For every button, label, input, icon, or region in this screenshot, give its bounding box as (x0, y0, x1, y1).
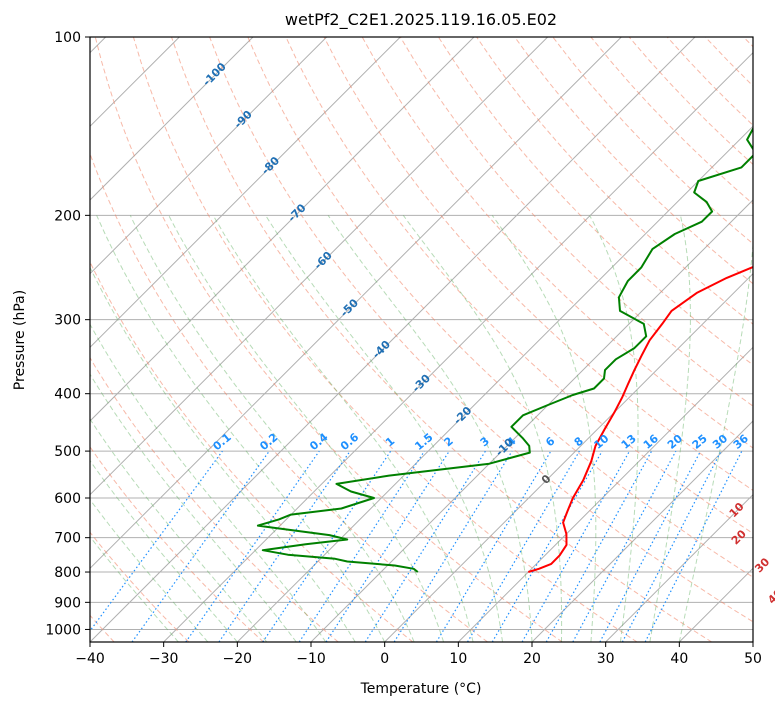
y-tick-label: 700 (54, 531, 81, 547)
sounding-lines (256, 126, 753, 573)
moist-adiabat (90, 498, 209, 642)
isotherm-line (90, 37, 401, 349)
isotherm-line (90, 37, 475, 422)
dry-adiabat (247, 37, 753, 578)
isotherm-line (605, 493, 753, 642)
dewpoint-line (256, 126, 753, 573)
isotherm-line (90, 37, 328, 275)
moist-adiabat (678, 238, 753, 642)
y-tick-label: 800 (54, 565, 81, 581)
moist-adiabat (90, 266, 356, 642)
y-tick-label: 900 (54, 595, 81, 611)
moist-adiabat (90, 373, 297, 642)
y-tick-label: 200 (54, 208, 81, 224)
isotherm-line (384, 272, 753, 642)
mixing-ratio-line (466, 450, 580, 642)
x-tick-label: 0 (380, 651, 389, 667)
y-axis-label: Pressure (hPa) (12, 290, 28, 390)
dry-adiabat (399, 37, 753, 407)
temperature-line (528, 266, 753, 573)
mixing-ratio-line (572, 450, 677, 642)
moist-adiabat (491, 215, 597, 642)
dry-adiabat (209, 37, 753, 623)
x-tick-label: −30 (149, 651, 179, 667)
x-tick-label: 50 (744, 651, 762, 667)
dry-adiabat (90, 531, 190, 642)
x-tick-label: 20 (523, 651, 541, 667)
x-tick-label: −10 (296, 651, 326, 667)
mixing-ratio-line (185, 450, 320, 642)
plot-frame (89, 36, 754, 643)
mixing-ratio-line (218, 450, 351, 642)
x-tick-label: 40 (670, 651, 688, 667)
moist-adiabat (90, 459, 238, 642)
moist-adiabat (589, 215, 639, 642)
isotherm-line (163, 51, 753, 642)
moist-adiabat (90, 418, 268, 642)
isotherm-line (90, 37, 254, 201)
moist-adiabat (402, 215, 563, 642)
dry-adiabat (132, 37, 638, 642)
mixing-ratio-line (325, 450, 450, 642)
dry-adiabat (323, 37, 753, 491)
y-tick-label: 400 (54, 387, 81, 403)
isotherm-line (90, 37, 549, 496)
axes: −40 −30 −20 −10 0 10 20 30 40 50 100 200 300 400 500 60… (45, 30, 762, 667)
x-tick-label: 10 (449, 651, 467, 667)
mixing-ratio-line (491, 450, 603, 642)
dry-adiabat (90, 152, 488, 642)
mixing-ratio-line (545, 450, 653, 642)
mixing-ratio-line (393, 450, 513, 642)
dry-adiabat (285, 37, 753, 535)
moist-adiabat (649, 215, 691, 642)
dry-adiabat (437, 37, 753, 366)
y-tick-label: 500 (54, 444, 81, 460)
dry-adiabat (90, 356, 339, 642)
background-lines (90, 37, 753, 642)
theta-e-label: 40 (765, 586, 775, 606)
x-axis-label: Temperature (°C) (360, 681, 482, 697)
moist-adiabat (90, 323, 327, 642)
isotherm-line (531, 420, 753, 642)
mixing-ratio-line (435, 450, 552, 642)
dry-adiabat (90, 260, 414, 642)
moist-adiabat (212, 215, 474, 642)
x-tick-label: −40 (75, 651, 105, 667)
mixing-ratio-line (521, 450, 631, 642)
y-tick-label: 100 (54, 30, 81, 46)
y-tick-label: 600 (54, 491, 81, 507)
isotherm-line (90, 37, 696, 642)
y-tick-label: 1000 (45, 622, 81, 638)
dry-adiabat (94, 37, 563, 642)
y-tick-label: 300 (54, 313, 81, 329)
moist-adiabat (265, 215, 503, 642)
dry-adiabat (90, 446, 264, 642)
x-tick-label: −20 (223, 651, 253, 667)
chart-title: wetPf2_C2E1.2025.119.16.05.E02 (285, 10, 557, 30)
dry-adiabat (361, 37, 753, 449)
mixing-ratio-line (364, 450, 486, 642)
dry-adiabat (171, 37, 712, 642)
isotherm-line (90, 37, 622, 570)
x-tick-label: 30 (597, 651, 615, 667)
moist-adiabat (168, 215, 445, 642)
moist-adiabat (96, 215, 386, 642)
moist-adiabat (90, 535, 179, 642)
dry-adiabat (514, 37, 753, 285)
isotherm-line (457, 346, 753, 642)
